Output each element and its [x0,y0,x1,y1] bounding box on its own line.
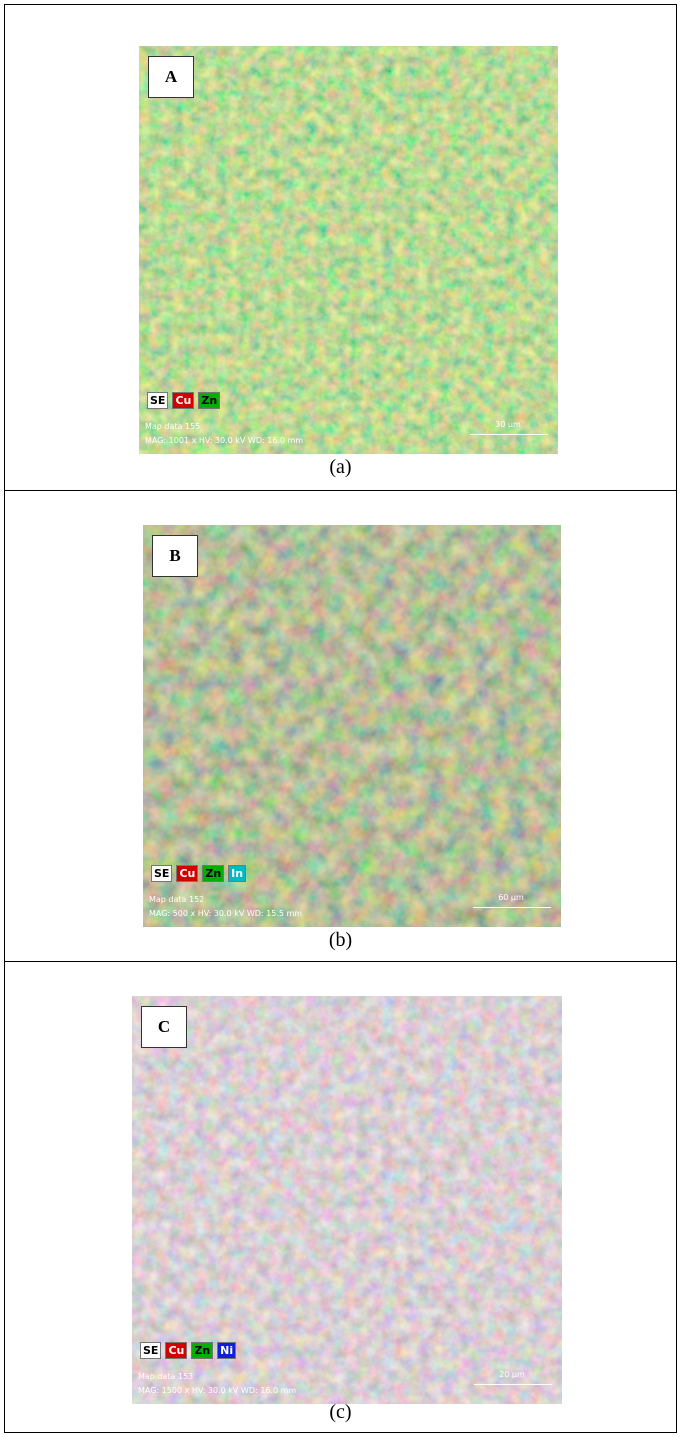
caption: (c) [5,1401,676,1424]
acquisition-info: MAG: 1500 x HV: 30.0 kV WD: 16.0 mm [138,1386,296,1395]
legend-item: SE [151,865,172,882]
acquisition-info: MAG: 500 x HV: 30.0 kV WD: 15.5 mm [149,909,302,918]
legend-item: Zn [191,1342,213,1359]
legend-item: Zn [202,865,224,882]
acquisition-info: MAG: 1001 x HV: 30.0 kV WD: 16.0 mm [145,436,303,445]
caption: (b) [5,929,676,952]
scale-bar [474,1384,552,1385]
scale-bar [470,434,548,435]
panel-letter: A [148,56,194,98]
legend-item: Cu [165,1342,187,1359]
map-label: Map data 153 [138,1372,193,1381]
row-divider [5,490,676,491]
scale-label: 20 µm [472,1370,552,1379]
scale-label: 60 µm [471,893,551,902]
map-label: Map data 155 [145,422,200,431]
panel-letter: B [152,535,198,577]
legend-item: Ni [217,1342,236,1359]
map-label: Map data 152 [149,895,204,904]
legend-item: SE [147,392,168,409]
legend-item: Cu [176,865,198,882]
caption: (a) [5,456,676,479]
row-divider [5,961,676,962]
scale-label: 30 µm [468,420,548,429]
legend-item: Zn [198,392,220,409]
panel-letter: C [141,1006,187,1048]
scale-bar [473,907,551,908]
legend-item: SE [140,1342,161,1359]
legend-item: In [228,865,246,882]
legend-item: Cu [172,392,194,409]
